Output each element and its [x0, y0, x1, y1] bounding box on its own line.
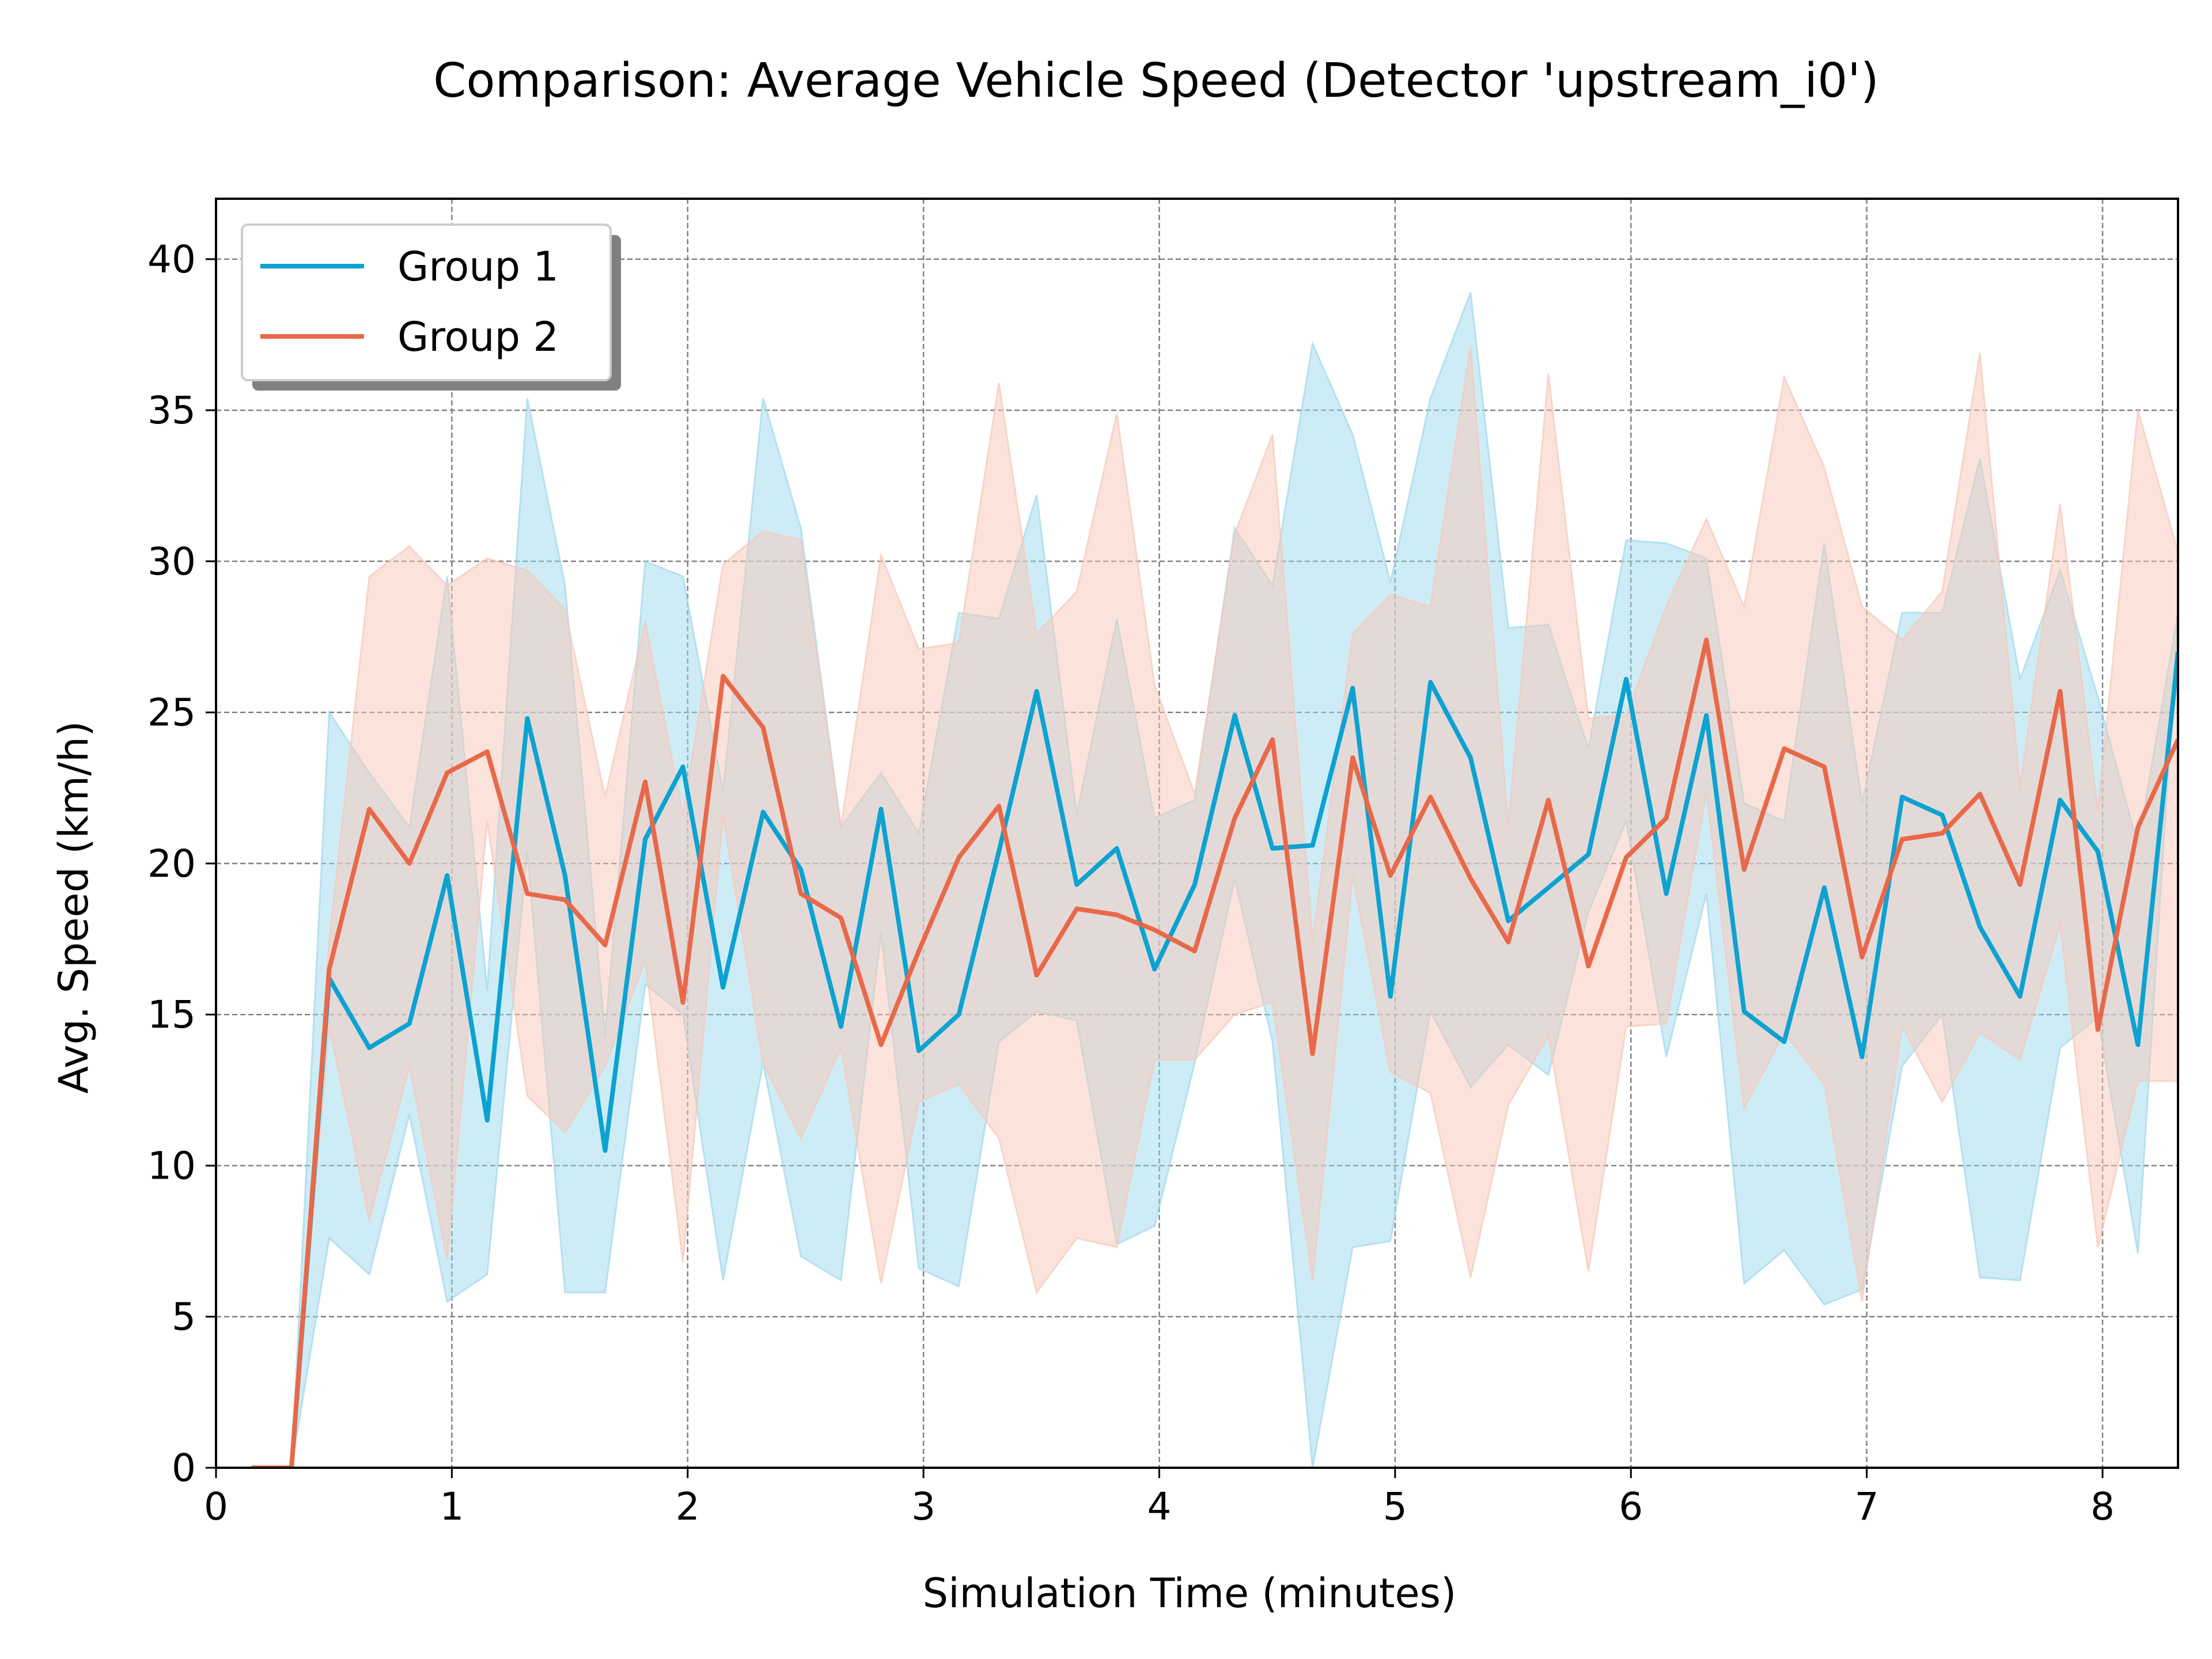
y-tick-label: 20: [147, 842, 196, 886]
plot-frame: [215, 198, 2179, 1469]
y-tick-label: 35: [147, 388, 196, 433]
x-tick-label: 3: [911, 1484, 935, 1529]
x-tick-label: 8: [2090, 1484, 2115, 1529]
legend-box: [241, 224, 612, 381]
y-tick-label: 0: [172, 1446, 196, 1490]
series-line-1: [251, 652, 2178, 1468]
x-tick-label: 7: [1855, 1484, 1879, 1529]
x-tick-label: 4: [1147, 1484, 1172, 1529]
x-tick-label: 0: [204, 1484, 228, 1529]
x-tick-label: 5: [1383, 1484, 1407, 1529]
y-axis-label: Avg. Speed (km/h): [50, 721, 97, 1093]
legend-label-2: Group 2: [397, 313, 559, 361]
y-tick-label: 15: [147, 993, 196, 1037]
y-tick-label: 10: [147, 1143, 196, 1188]
x-tick-label: 2: [676, 1484, 700, 1529]
plot-layer: 0 1 2 3 4 5 6 7 8 0 5 10 15 20 25 30 35 40 Group 1 Group 2: [147, 198, 2179, 1529]
y-tick-label: 5: [172, 1295, 196, 1339]
y-tick-label: 40: [147, 237, 196, 282]
series-line-2: [251, 637, 2178, 1468]
x-tick-label: 6: [1619, 1484, 1643, 1529]
legend-label-1: Group 1: [397, 243, 559, 290]
x-axis-label: Simulation Time (minutes): [923, 1570, 1457, 1617]
chart-title: Comparison: Average Vehicle Speed (Detec…: [433, 54, 1879, 108]
x-tick-label: 1: [440, 1484, 464, 1529]
series-band-2: [251, 346, 2178, 1468]
y-tick-label: 25: [147, 691, 196, 735]
line-group: [251, 637, 2178, 1468]
y-tick-label: 30: [147, 539, 196, 584]
